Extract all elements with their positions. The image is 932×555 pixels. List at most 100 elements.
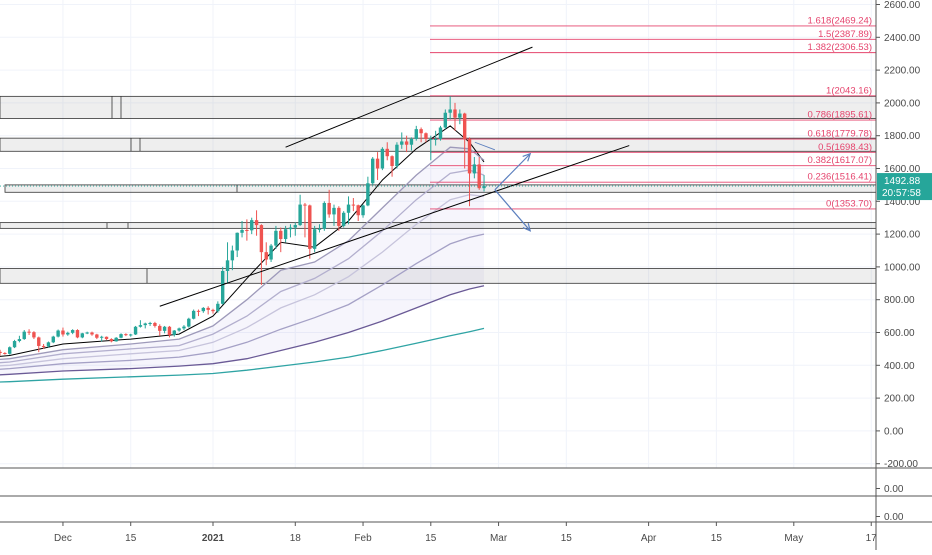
candle-bullish [17,339,22,342]
price-tick-label: 2400.00 [884,33,921,44]
support-resistance-zone [0,222,877,229]
candle-bullish [66,332,70,335]
candle-bullish [133,326,138,335]
price-tick-label: 1200.00 [884,230,921,241]
time-tick-label: 15 [425,533,437,544]
fibonacci-level-label: 0.5(1698.43) [818,142,872,153]
candle-bullish [400,141,404,145]
candle-bullish [22,331,26,340]
candle-bullish [332,207,336,215]
projection-arrow-up [494,153,531,191]
price-tick-label: -200.00 [884,459,918,470]
candle-bearish [303,204,307,206]
candle-bearish [254,220,259,226]
candle-bullish [99,336,104,338]
candle-bearish [124,334,128,336]
time-tick-label: 18 [290,533,302,544]
candle-bullish [80,333,85,338]
candle-bullish [12,341,17,348]
candle-bullish [129,334,133,336]
candle-bearish [245,230,249,231]
candle-bullish [225,260,230,271]
candle-bullish [216,303,220,312]
candle-bullish [201,307,206,312]
candle-bearish [153,322,157,326]
candle-bearish [279,230,283,240]
ma-ribbon-fill [0,147,484,375]
candle-bearish [196,310,201,312]
candle-bullish [269,245,273,260]
projection-arrow-down [494,189,531,232]
fibonacci-levels: 1.618(2469.24) 1.5(2387.89) 1.382(2306.53)… [430,15,876,209]
candle-bullish [414,129,418,139]
time-tick-label: Feb [354,533,372,544]
fibonacci-level-label: 1.618(2469.24) [808,15,872,26]
candle-bullish [322,202,327,229]
candle-bullish [172,330,176,335]
candle-bullish [8,347,12,354]
candle-bullish [429,138,433,140]
candle-bearish [211,309,215,312]
candle-bullish [85,332,89,334]
candle-bullish [191,310,196,319]
candle-bullish [288,227,293,230]
candle-bearish [467,138,472,174]
candle-bearish [385,148,389,157]
ma-ribbon [0,147,484,375]
candle-bearish [356,205,360,216]
candle-bullish [250,220,254,231]
candle-bullish [220,271,225,304]
candle-bearish [424,133,428,139]
candle-bearish [158,325,162,331]
moving-average-line [0,146,485,361]
price-tick-label: 400.00 [884,361,915,372]
moving-average-line [0,233,485,370]
candle-bearish [206,307,210,310]
price-tick-label: 2200.00 [884,66,921,77]
price-tick-label: 1000.00 [884,262,921,273]
candle-bullish [317,228,322,230]
price-tick-label: 1400.00 [884,197,921,208]
candle-bullish [409,138,414,145]
fibonacci-level-label: 0.786(1895.61) [808,110,872,121]
candle-bullish [283,229,288,240]
fibonacci-level-label: 0(1353.70) [826,198,872,209]
moving-average-line [0,285,485,376]
candle-bullish [148,322,152,324]
candle-bullish [143,323,147,326]
support-resistance-zone [0,268,877,284]
candle-bullish [298,204,302,226]
price-tick-label: 0.00 [884,426,904,437]
candle-bearish [3,353,7,354]
candle-bearish [419,129,423,134]
candle-bearish [167,326,172,335]
candle-bullish [51,336,55,343]
candle-bullish [395,144,399,167]
candle-bearish [104,336,109,340]
fibonacci-level-label: 1(2043.16) [826,85,872,96]
candle-bullish [433,138,438,140]
candle-bullish [235,232,239,251]
candle-bearish [264,252,268,260]
last-price-countdown: 20:57:58 [882,188,921,199]
time-tick-label: 17 [866,533,878,544]
last-price-value: 1492.88 [884,176,921,187]
candle-bearish [390,156,394,167]
projection-arrowhead-up [522,152,532,162]
projection-guide [474,141,496,151]
candle-bullish [46,342,51,347]
sub-panes: 0.00 0.00 [0,467,932,523]
time-axis[interactable]: 6Dec15202118Feb15Mar15Apr15May17 [0,521,932,544]
price-tick-label: 2000.00 [884,98,921,109]
candle-bearish [27,331,31,333]
moving-average-line [0,194,485,367]
time-tick-label: Dec [54,533,72,544]
candle-bearish [337,207,341,226]
fibonacci-level-label: 0.618(1779.78) [808,129,872,140]
candle-bullish [230,250,235,261]
moving-average-line [0,327,485,383]
price-tick-label: 600.00 [884,328,915,339]
